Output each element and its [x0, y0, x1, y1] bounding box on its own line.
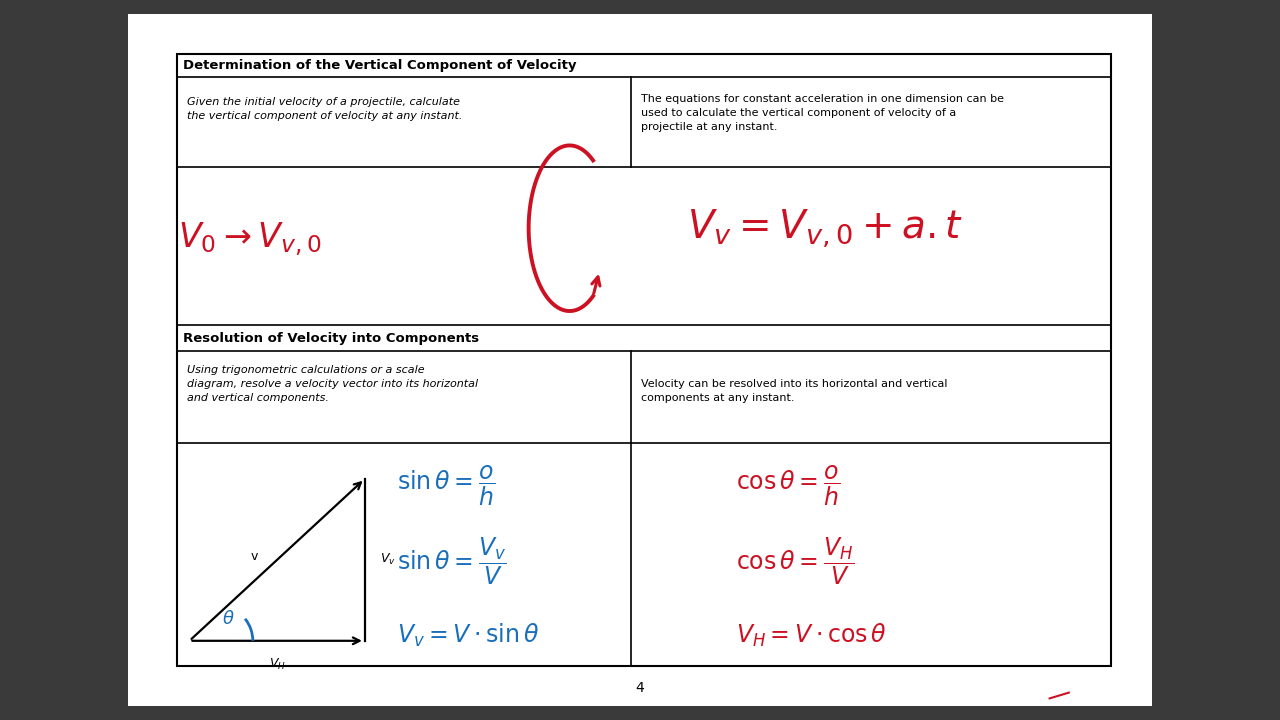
Text: Velocity can be resolved into its horizontal and vertical
components at any inst: Velocity can be resolved into its horizo… — [641, 379, 947, 403]
Text: $\mathit{V_v}$: $\mathit{V_v}$ — [380, 552, 396, 567]
Text: 4: 4 — [636, 680, 644, 695]
Text: $V_v = V \cdot \sin\theta$: $V_v = V \cdot \sin\theta$ — [397, 622, 539, 649]
Text: Resolution of Velocity into Components: Resolution of Velocity into Components — [183, 331, 479, 345]
Text: $\sin\theta = \dfrac{V_v}{V}$: $\sin\theta = \dfrac{V_v}{V}$ — [397, 536, 507, 588]
Text: $V_0 \rightarrow V_{v,0}$: $V_0 \rightarrow V_{v,0}$ — [178, 220, 321, 258]
Text: $\theta$: $\theta$ — [221, 611, 234, 628]
Bar — [177, 54, 1111, 666]
Text: v: v — [251, 549, 257, 563]
Text: $\cos\theta = \dfrac{V_H}{V}$: $\cos\theta = \dfrac{V_H}{V}$ — [736, 536, 854, 588]
Text: Using trigonometric calculations or a scale
diagram, resolve a velocity vector i: Using trigonometric calculations or a sc… — [187, 365, 477, 402]
Text: Determination of the Vertical Component of Velocity: Determination of the Vertical Component … — [183, 59, 576, 72]
Text: $V_H = V \cdot \cos\theta$: $V_H = V \cdot \cos\theta$ — [736, 622, 887, 649]
Text: $V_v = V_{v,0} + a.t$: $V_v = V_{v,0} + a.t$ — [687, 207, 964, 249]
Text: $\sin\theta = \dfrac{o}{h}$: $\sin\theta = \dfrac{o}{h}$ — [397, 464, 495, 508]
Text: $\mathit{V_H}$: $\mathit{V_H}$ — [269, 657, 285, 672]
FancyBboxPatch shape — [128, 14, 1152, 706]
Text: The equations for constant acceleration in one dimension can be
used to calculat: The equations for constant acceleration … — [641, 94, 1005, 132]
Text: $\cos\theta = \dfrac{o}{h}$: $\cos\theta = \dfrac{o}{h}$ — [736, 464, 840, 508]
Text: Given the initial velocity of a projectile, calculate
the vertical component of : Given the initial velocity of a projecti… — [187, 97, 462, 121]
